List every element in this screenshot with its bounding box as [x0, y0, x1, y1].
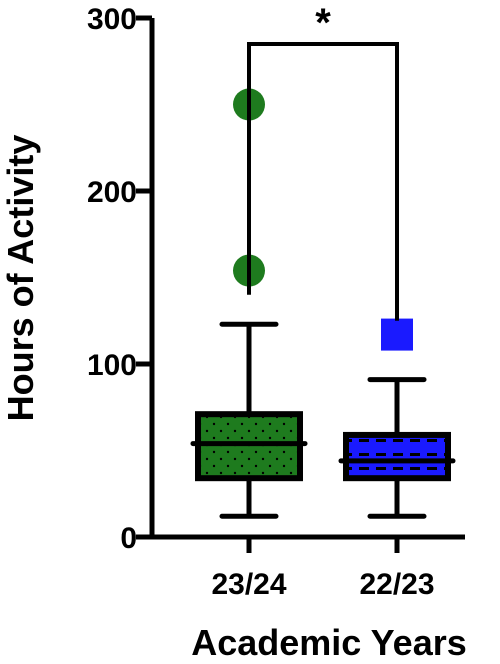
y-tick-label: 300: [87, 3, 137, 36]
boxes: [190, 88, 456, 519]
box-outline: [343, 431, 451, 482]
box-group: [190, 88, 308, 519]
outlier-point: [381, 318, 413, 351]
y-tick-label: 200: [87, 176, 137, 209]
y-axis-title: Hours of Activity: [0, 135, 41, 422]
box-pattern: [346, 434, 448, 479]
significance-label: *: [315, 1, 331, 45]
x-axis-title: Academic Years: [191, 622, 467, 663]
box-pattern: [198, 414, 300, 479]
y-tick-label: 100: [87, 349, 137, 382]
y-tick-label: 0: [120, 522, 137, 555]
axes: 0 100 200 300 23/24 22/23: [87, 3, 465, 601]
box-group: [338, 318, 456, 519]
bracket-line: [247, 41, 399, 321]
x-tick-label: 22/23: [359, 568, 434, 601]
x-tick-label: 23/24: [211, 568, 286, 601]
significance-bracket: *: [247, 1, 399, 321]
box-outline: [195, 411, 303, 482]
